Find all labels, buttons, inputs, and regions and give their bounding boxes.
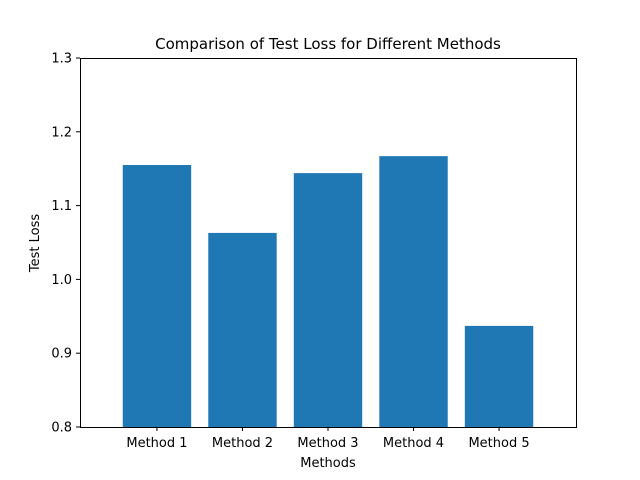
y-tick-label: 1.0 [51, 273, 72, 288]
bar-5 [464, 325, 534, 427]
y-tick-label: 1.2 [51, 125, 72, 140]
x-tick-label: Method 3 [297, 436, 358, 451]
plot-frame [80, 58, 577, 428]
y-tick-label: 1.1 [51, 199, 72, 214]
y-axis-label: Test Loss [28, 214, 43, 273]
y-tick-label: 1.3 [51, 52, 72, 67]
x-tick-label: Method 4 [383, 436, 444, 451]
x-axis-ticks: Method 1 Method 2 Method 3 Method 4 Method 5 [126, 427, 530, 451]
x-tick-label: Method 1 [126, 436, 187, 451]
bars-group [122, 156, 534, 428]
bar-3 [293, 173, 363, 427]
chart-title: Comparison of Test Loss for Different Me… [155, 35, 501, 53]
bar-2 [208, 232, 277, 427]
x-tick-label: Method 5 [468, 436, 529, 451]
y-tick-label: 0.8 [51, 421, 72, 436]
y-tick-label: 0.9 [51, 347, 72, 362]
bar-4 [379, 156, 448, 428]
bar-1 [122, 165, 192, 427]
x-tick-label: Method 2 [212, 436, 273, 451]
y-axis-ticks: 0.8 0.9 1.0 1.1 1.2 1.3 [51, 52, 80, 436]
x-axis-label: Methods [300, 456, 356, 471]
